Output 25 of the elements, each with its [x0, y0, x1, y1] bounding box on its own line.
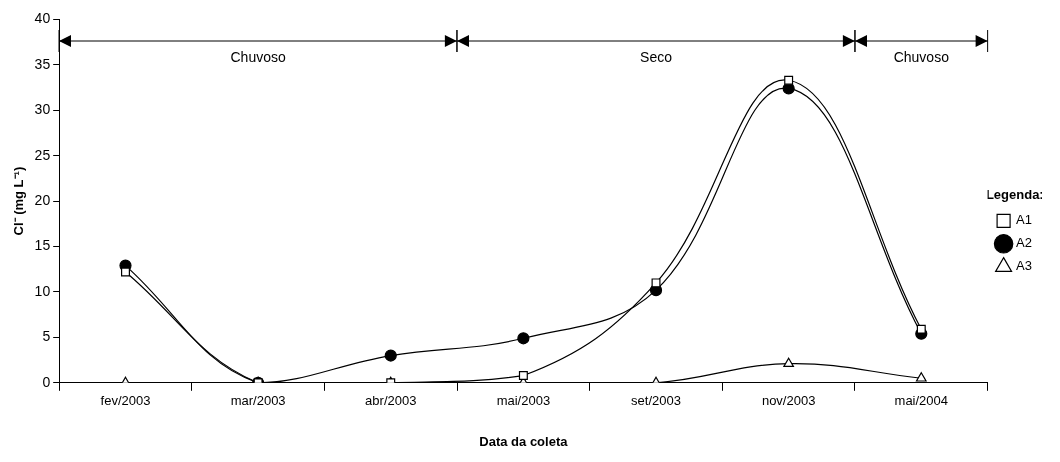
- y-tick-label: 20: [34, 191, 51, 208]
- y-tick-label: 30: [34, 101, 51, 118]
- y-tick-label: 0: [42, 373, 51, 390]
- y-tick-label: 25: [34, 146, 51, 163]
- y-tick-label: 40: [34, 10, 51, 27]
- y-tick-label: 10: [34, 282, 51, 299]
- x-tick-label: set/2003: [631, 393, 681, 409]
- legend-title: Legenda:: [985, 186, 1044, 202]
- legend-label: A2: [1016, 235, 1033, 251]
- x-tick-label: fev/2003: [100, 393, 151, 409]
- x-axis-title: Data da coleta: [479, 433, 569, 449]
- y-tick-label: 15: [34, 237, 51, 254]
- y-tick-label: 5: [42, 328, 51, 345]
- x-tick-label: mai/2003: [496, 393, 551, 409]
- annotation: Chuvoso: [893, 49, 950, 66]
- annotation: Seco: [640, 49, 673, 66]
- x-tick-label: nov/2003: [761, 393, 816, 409]
- x-tick-label: mai/2004: [894, 393, 949, 409]
- y-tick-label: 35: [34, 55, 51, 72]
- y-axis-title: Cl⁻ (mg L⁻¹): [11, 166, 27, 236]
- x-tick-label: mar/2003: [230, 393, 286, 409]
- x-tick-label: abr/2003: [365, 393, 417, 409]
- legend-label: A3: [1016, 258, 1033, 274]
- annotation: Chuvoso: [230, 49, 286, 66]
- legend-label: A1: [1016, 212, 1033, 228]
